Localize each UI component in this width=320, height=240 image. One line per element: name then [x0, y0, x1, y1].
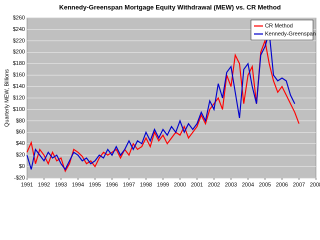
y-tick-label: $260 — [13, 15, 25, 21]
x-tick-label: 1997 — [123, 182, 135, 188]
x-tick-label: 1993 — [55, 182, 67, 188]
y-tick-label: $20 — [16, 153, 25, 159]
x-tick-label: 2006 — [276, 182, 288, 188]
x-tick-label: 1998 — [140, 182, 152, 188]
y-tick-label: $80 — [16, 118, 25, 124]
chart-title: Kennedy-Greenspan Mortgage Equity Withdr… — [59, 5, 281, 12]
y-tick-label: $220 — [13, 38, 25, 44]
x-tick-label: 2008 — [310, 182, 320, 188]
x-tick-label: 1994 — [72, 182, 84, 188]
y-tick-label: $40 — [16, 141, 25, 147]
x-tick-label: 1996 — [106, 182, 118, 188]
x-tick-label: 1991 — [21, 182, 33, 188]
x-tick-label: 2003 — [225, 182, 237, 188]
y-tick-label: $120 — [13, 95, 25, 101]
x-tick-label: 2002 — [208, 182, 220, 188]
y-tick-label: $140 — [13, 84, 25, 90]
y-tick-label: $100 — [13, 107, 25, 113]
y-axis-label: Quarterly MEW, Billions — [4, 69, 10, 127]
y-tick-label: $0 — [19, 164, 25, 170]
series-line — [26, 32, 296, 171]
legend-box — [250, 19, 314, 41]
y-tick-label: $240 — [13, 27, 25, 33]
y-tick-label: $200 — [13, 50, 25, 56]
legend-label: Kennedy-Greenspan — [265, 31, 316, 37]
x-tick-label: 1999 — [157, 182, 169, 188]
x-tick-label: 2005 — [259, 182, 271, 188]
legend-label: CR Method — [265, 23, 293, 29]
y-tick-label: $60 — [16, 130, 25, 136]
x-tick-label: 1995 — [89, 182, 101, 188]
y-tick-label: $160 — [13, 73, 25, 79]
x-tick-label: 2000 — [174, 182, 186, 188]
x-tick-label: 2007 — [293, 182, 305, 188]
y-tick-label: $180 — [13, 61, 25, 67]
x-tick-label: 2004 — [242, 182, 254, 188]
chart: Kennedy-Greenspan Mortgage Equity Withdr… — [4, 4, 320, 189]
x-tick-label: 2001 — [191, 182, 203, 188]
x-tick-label: 1992 — [38, 182, 50, 188]
y-tick-label: -$20 — [14, 175, 25, 181]
